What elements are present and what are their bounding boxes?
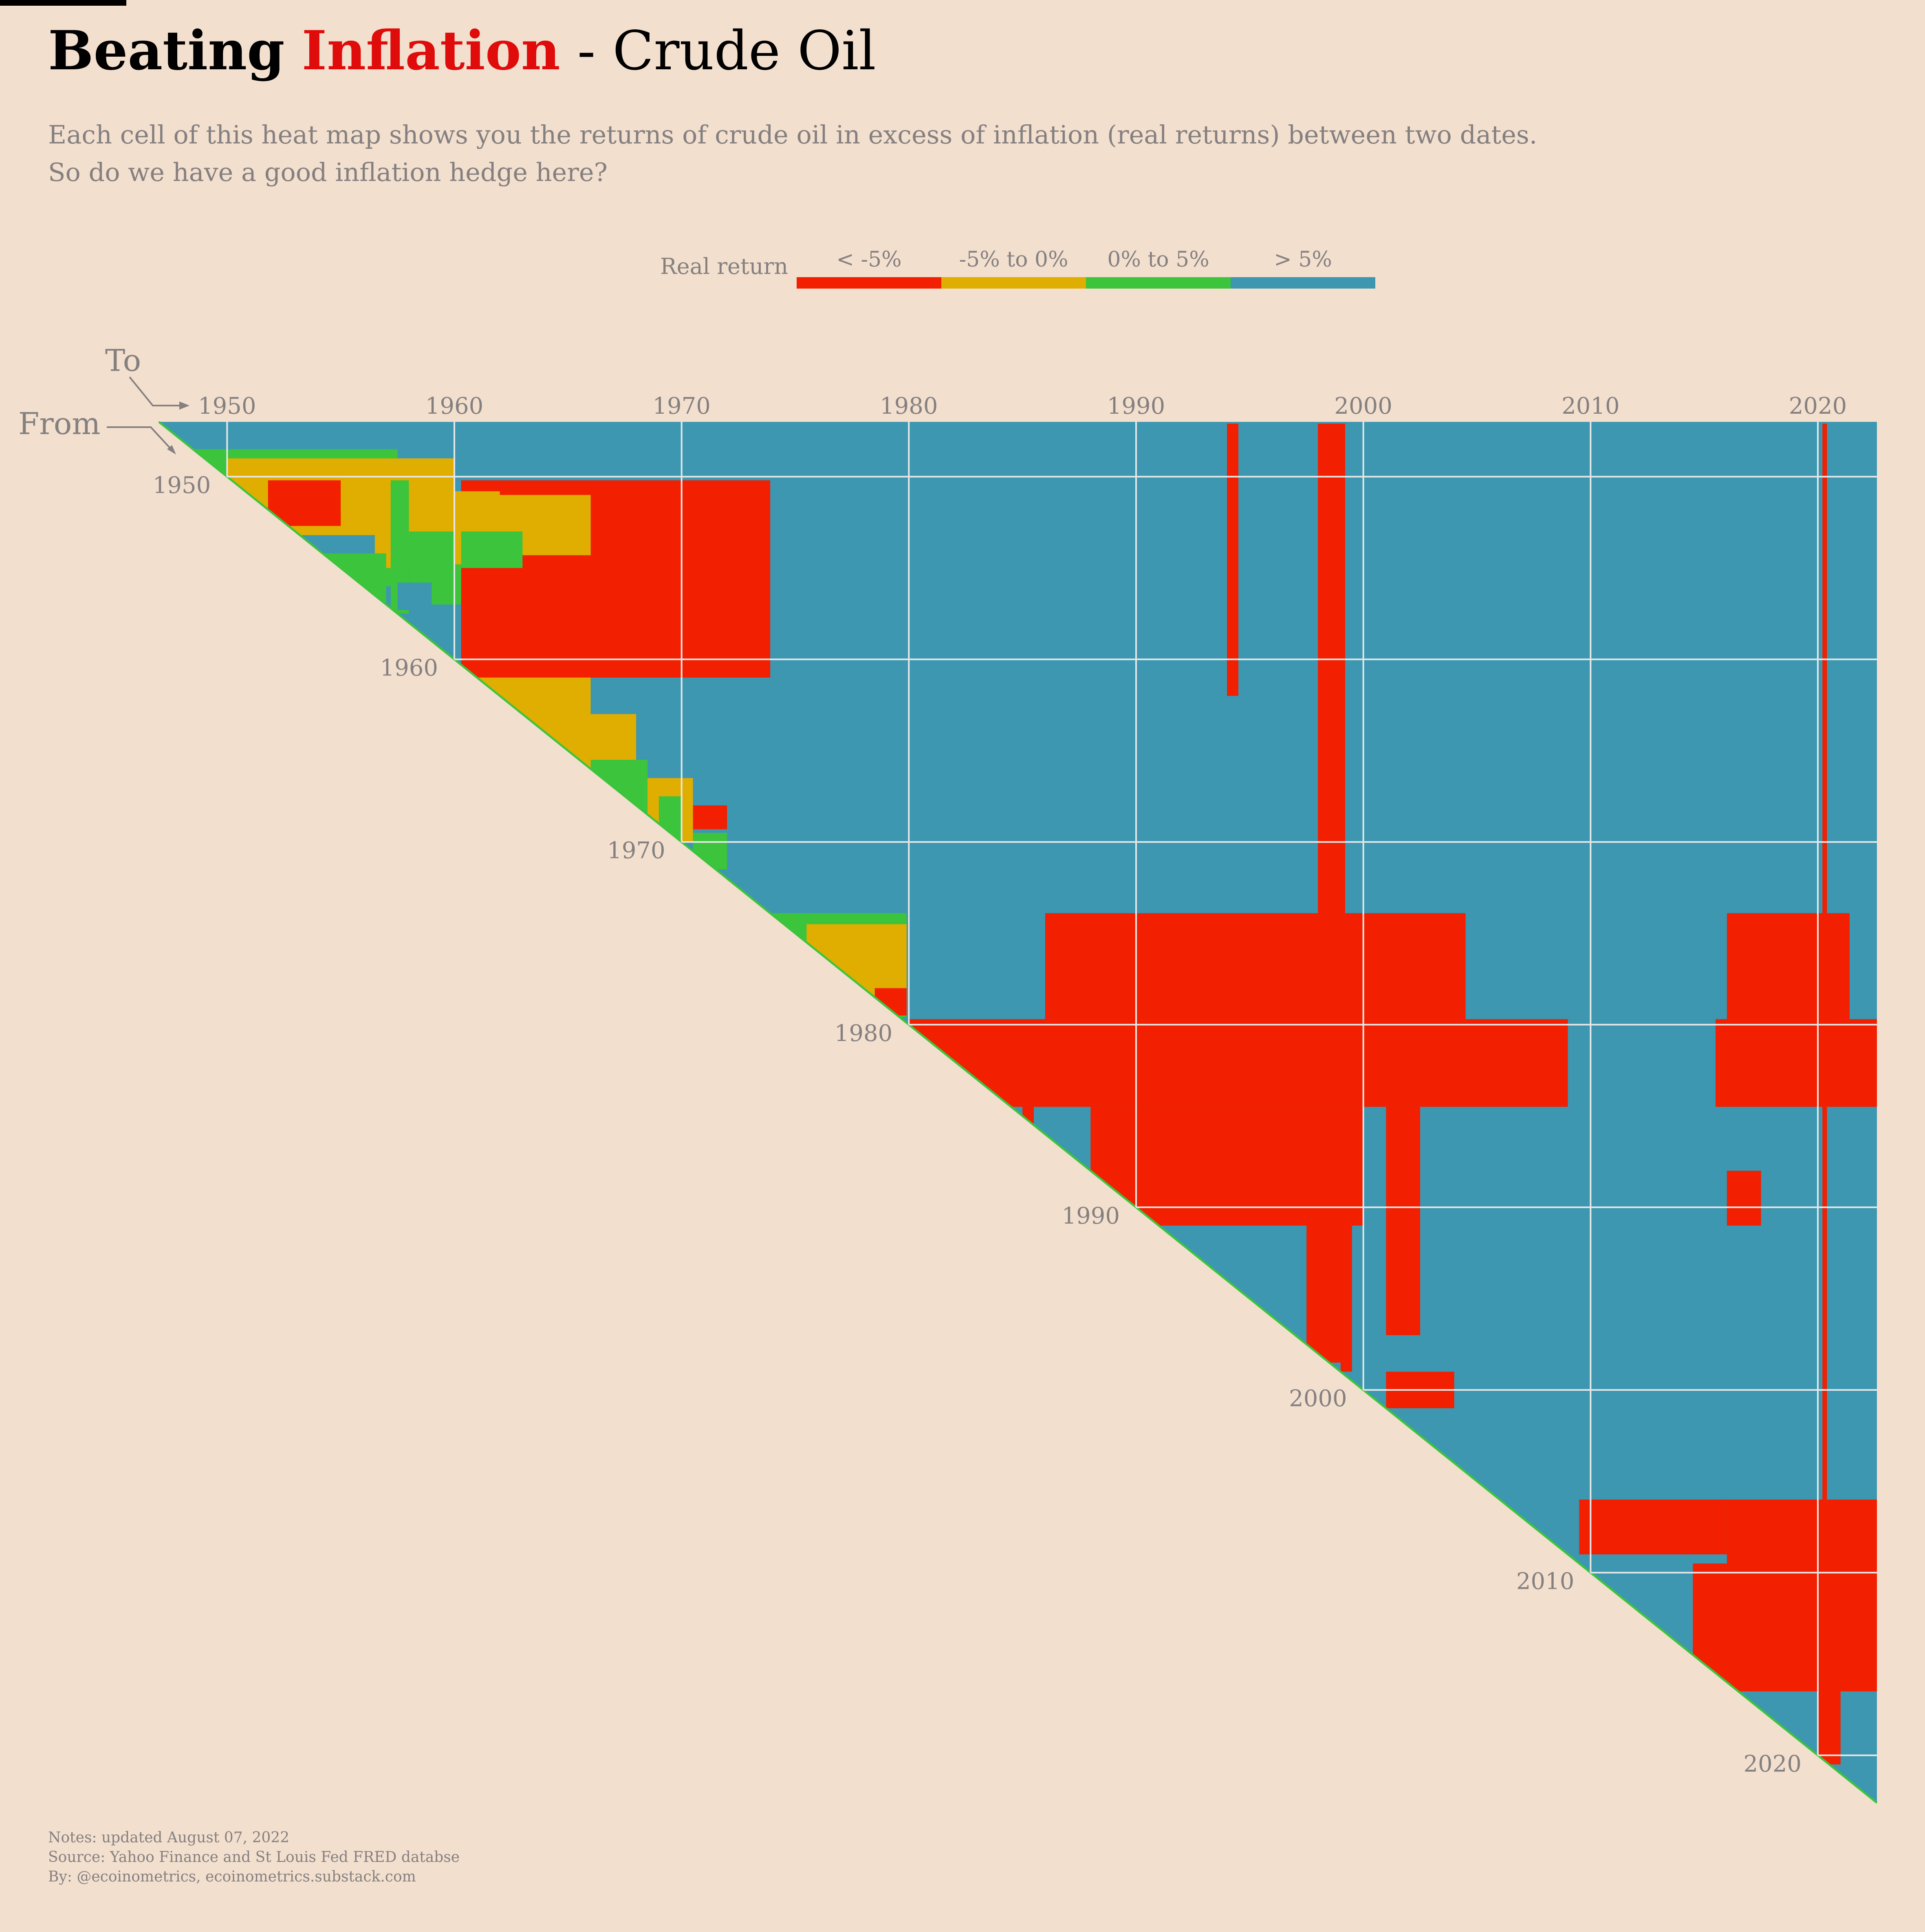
title-part-crude-oil: - Crude Oil: [577, 20, 876, 82]
footer-line-notes: Notes: updated August 07, 2022: [48, 1829, 290, 1846]
legend-label: -5% to 0%: [959, 247, 1068, 272]
legend-label: < -5%: [836, 247, 902, 272]
y-tick-label-1950: 1950: [153, 472, 211, 498]
legend-item-below-minus-5: < -5%: [797, 247, 941, 289]
top-accent-bar: [0, 0, 126, 6]
from-arrow-line: [107, 426, 171, 449]
heatmap-region-35: [1227, 423, 1238, 696]
to-axis-label: To: [105, 343, 141, 378]
legend-swatch: [1231, 277, 1375, 289]
to-arrow-head: [179, 401, 189, 410]
legend-label: 0% to 5%: [1107, 247, 1209, 272]
subtitle: Each cell of this heat map shows you the…: [48, 116, 1537, 191]
x-tick-label-2000: 2000: [1334, 393, 1392, 419]
heatmap-region-21: [693, 805, 727, 829]
x-tick-label-1990: 1990: [1107, 393, 1165, 419]
y-tick-label-2020: 2020: [1743, 1751, 1802, 1777]
heatmap-region-36: [1340, 1198, 1352, 1372]
heatmap-region-38: [1727, 1500, 1877, 1564]
y-tick-label-1960: 1960: [380, 655, 438, 681]
x-tick-label-2020: 2020: [1789, 393, 1847, 419]
heatmap-region-34: [1318, 423, 1345, 915]
heatmap-region-27: [1727, 913, 1850, 1019]
heatmap-region-5: [341, 480, 398, 514]
legend-label: > 5%: [1274, 247, 1332, 272]
subtitle-line-1: Each cell of this heat map shows you the…: [48, 120, 1537, 150]
y-tick-label-1990: 1990: [1062, 1203, 1120, 1229]
heatmap-region-33: [1306, 1171, 1345, 1363]
title-part-inflation: Inflation: [302, 19, 560, 82]
heatmap-region-41: [1818, 1691, 1841, 1764]
y-tick-label-1970: 1970: [607, 838, 665, 864]
legend-swatch: [941, 277, 1086, 289]
heatmap-region-30: [1568, 1019, 1716, 1107]
x-tick-label-1980: 1980: [880, 393, 938, 419]
y-tick-label-1980: 1980: [835, 1020, 893, 1047]
heatmap-region-15: [461, 531, 523, 568]
x-tick-label-1970: 1970: [652, 393, 711, 419]
heatmap-region-28: [909, 1019, 1466, 1107]
heatmap-region-42: [1822, 423, 1827, 1803]
footer-notes: Notes: updated August 07, 2022 Source: Y…: [48, 1828, 460, 1887]
footer-line-author: By: @ecoinometrics, ecoinometrics.substa…: [48, 1868, 416, 1885]
legend-item-above-5: > 5%: [1231, 247, 1375, 289]
x-tick-label-1960: 1960: [425, 393, 484, 419]
from-arrow-head: [167, 445, 176, 454]
subtitle-line-2: So do we have a good inflation hedge her…: [48, 157, 608, 187]
heatmap-region-32: [1034, 1107, 1091, 1171]
heatmap-region-11: [397, 582, 432, 610]
from-axis-label: From: [18, 406, 100, 441]
x-tick-label-1950: 1950: [198, 393, 256, 419]
y-tick-label-2010: 2010: [1516, 1568, 1575, 1595]
legend-swatch: [1086, 277, 1231, 289]
heatmap-region-40: [1693, 1563, 1877, 1692]
heatmap-region-26: [1045, 913, 1466, 1019]
footer-line-source: Source: Yahoo Finance and St Louis Fed F…: [48, 1849, 460, 1866]
page-title: Beating Inflation - Crude Oil: [48, 16, 876, 86]
heatmap-region-39: [1579, 1500, 1727, 1555]
legend-item-0-to-5: 0% to 5%: [1086, 247, 1231, 289]
x-tick-label-2010: 2010: [1562, 393, 1620, 419]
legend-swatch: [797, 277, 941, 289]
y-tick-label-2000: 2000: [1289, 1385, 1347, 1412]
title-part-beating: Beating: [48, 19, 285, 82]
heatmap-region-43: [1386, 1107, 1421, 1335]
legend-title: Real return: [660, 254, 789, 279]
legend-item-minus-5-to-0: -5% to 0%: [941, 247, 1086, 289]
to-arrow-line: [129, 376, 181, 406]
heatmap-region-44: [1727, 1171, 1761, 1226]
